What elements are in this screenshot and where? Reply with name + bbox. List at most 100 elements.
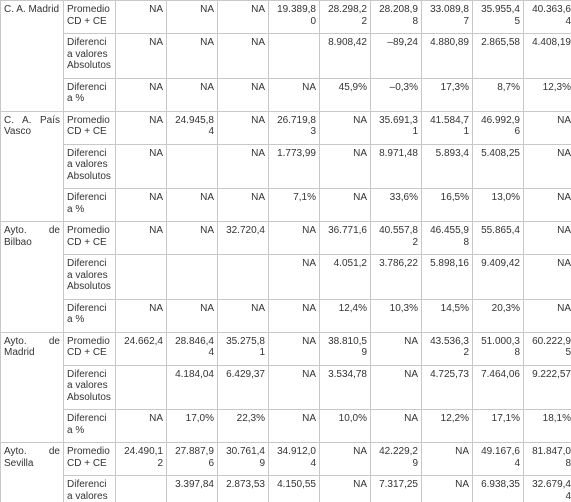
value-cell: NA xyxy=(319,442,371,476)
value-cell: 5.408,25 xyxy=(472,143,524,189)
value-cell: NA xyxy=(268,364,320,410)
table-row: Diferencia % NA NA NA NA 12,4% 10,3% 14,5% 20,3%… xyxy=(1,298,571,333)
value-cell: 35.275,81 xyxy=(217,331,269,366)
value-cell: NA xyxy=(523,143,571,189)
value-cell: NA xyxy=(217,298,269,333)
value-cell: NA xyxy=(217,0,269,34)
table-row: C. A. País Vasco Promedio CD + CE NA 24.945… xyxy=(0,110,571,222)
value-cell: 46.455,98 xyxy=(421,221,473,255)
value-cell: 2.873,53 xyxy=(217,475,269,502)
value-cell: NA xyxy=(217,33,269,79)
value-cell: 10,3% xyxy=(370,298,422,333)
value-cell: 16,5% xyxy=(421,188,473,222)
value-cell: 24.945,84 xyxy=(166,110,218,145)
table-row: Ayto. de Bilbao Promedio CD + CE NA NA 32.72… xyxy=(0,221,571,333)
value-cell: 12,2% xyxy=(421,409,473,443)
value-cell: NA xyxy=(319,110,371,145)
value-cell: NA xyxy=(319,188,371,222)
value-cell: NA xyxy=(166,33,218,79)
value-cell: 6.429,37 xyxy=(217,364,269,410)
value-cell: NA xyxy=(166,77,218,112)
value-cell: 8.971,48 xyxy=(370,143,422,189)
value-cell: 27.887,96 xyxy=(166,442,218,476)
value-cell xyxy=(115,364,167,410)
value-cell: 55.865,4 xyxy=(472,221,524,255)
value-cell: NA xyxy=(115,221,167,255)
value-cell: 4.184,04 xyxy=(166,364,218,410)
value-cell: 34.912,04 xyxy=(268,442,320,476)
value-cell: NA xyxy=(268,77,320,112)
value-cell: NA xyxy=(217,143,269,189)
value-cell: 33.089,87 xyxy=(421,0,473,34)
metric-cell: Diferencia % xyxy=(63,298,116,333)
value-cell: NA xyxy=(115,409,167,443)
table-row: Ayto. de Madrid Promedio CD + CE 24.662,4 2… xyxy=(0,331,571,443)
metric-cell: Diferencia % xyxy=(63,409,116,443)
value-cell: 7.464,06 xyxy=(472,364,524,410)
value-cell: 35.955,45 xyxy=(472,0,524,34)
value-cell: 38.810,59 xyxy=(319,331,371,366)
value-cell: 2.865,58 xyxy=(472,33,524,79)
value-cell: 9.409,42 xyxy=(472,254,524,300)
metric-cell: Diferencia % xyxy=(63,77,116,112)
value-cell: 41.584,71 xyxy=(421,110,473,145)
table-row: Diferencia % NA NA NA NA 45,9% –0,3% 17,3% 8,7% 1… xyxy=(1,77,571,112)
value-cell xyxy=(217,254,269,300)
value-cell: 46.992,96 xyxy=(472,110,524,145)
table-row: Diferencia valores Absolutos 4.184,04 6.42… xyxy=(1,364,571,410)
value-cell: 28.208,98 xyxy=(370,0,422,34)
value-cell: NA xyxy=(115,33,167,79)
entity-cell: Ayto. de Bilbao xyxy=(0,221,64,333)
value-cell: NA xyxy=(523,254,571,300)
value-cell: 43.536,32 xyxy=(421,331,473,366)
value-cell: 22,3% xyxy=(217,409,269,443)
value-cell: 17,3% xyxy=(421,77,473,112)
value-cell: 49.167,64 xyxy=(472,442,524,476)
value-cell: 9.222,57 xyxy=(523,364,571,410)
value-cell: NA xyxy=(421,475,473,502)
value-cell: NA xyxy=(217,188,269,222)
table-row: Diferencia % NA 17,0% 22,3% NA 10,0% NA 12,2% 17… xyxy=(1,409,571,443)
value-cell: NA xyxy=(421,442,473,476)
value-cell: NA xyxy=(166,0,218,34)
value-cell: NA xyxy=(166,221,218,255)
value-cell: 40.557,82 xyxy=(370,221,422,255)
value-cell: 12,4% xyxy=(319,298,371,333)
value-cell: 8.908,42 xyxy=(319,33,371,79)
value-cell: NA xyxy=(370,409,422,443)
value-cell: NA xyxy=(370,364,422,410)
value-cell: 35.691,31 xyxy=(370,110,422,145)
table-row: Diferencia % NA NA NA 7,1% NA 33,6% 16,5% 13,0% N… xyxy=(1,188,571,222)
value-cell: NA xyxy=(268,298,320,333)
value-cell: 60.222,95 xyxy=(523,331,571,366)
value-cell: 42.229,29 xyxy=(370,442,422,476)
table-row: Ayto. de Sevilla Promedio CD + CE 24.490,1… xyxy=(0,442,571,502)
value-cell: NA xyxy=(319,475,371,502)
value-cell: NA xyxy=(115,0,167,34)
value-cell: 8,7% xyxy=(472,77,524,112)
value-cell: 4.725,73 xyxy=(421,364,473,410)
value-cell: 36.771,6 xyxy=(319,221,371,255)
value-cell: 19.389,80 xyxy=(268,0,320,34)
value-cell: 40.363,64 xyxy=(523,0,571,34)
value-cell xyxy=(166,254,218,300)
value-cell: NA xyxy=(115,298,167,333)
metric-cell: Diferencia valores Absolutos xyxy=(63,364,116,410)
metric-cell: Promedio CD + CE xyxy=(63,110,116,145)
value-cell: NA xyxy=(319,143,371,189)
value-cell: NA xyxy=(268,254,320,300)
value-cell: 17,0% xyxy=(166,409,218,443)
value-cell xyxy=(166,143,218,189)
value-cell: 5.898,16 xyxy=(421,254,473,300)
value-cell: 28.846,44 xyxy=(166,331,218,366)
metric-cell: Diferencia valores Absolutos xyxy=(63,143,116,189)
value-cell: NA xyxy=(523,298,571,333)
table-row: Diferencia valores Absolutos 3.397,842.87… xyxy=(1,475,571,502)
value-cell: 4.150,55 xyxy=(268,475,320,502)
value-cell: NA xyxy=(268,409,320,443)
value-cell: NA xyxy=(115,143,167,189)
value-cell: 45,9% xyxy=(319,77,371,112)
value-cell: NA xyxy=(523,110,571,145)
value-cell: 10,0% xyxy=(319,409,371,443)
